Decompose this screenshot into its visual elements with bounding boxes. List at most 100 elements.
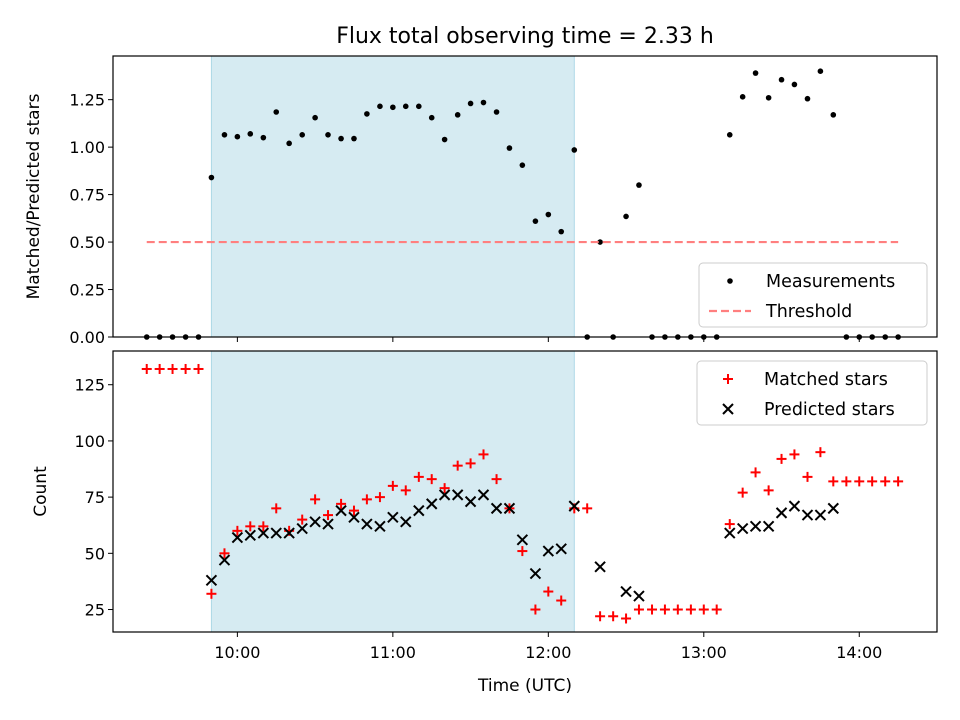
y-tick-label: 1.00	[69, 138, 105, 157]
y-tick-label: 0.75	[69, 186, 105, 205]
predicted-star-marker	[724, 527, 736, 539]
measurement-point	[467, 100, 474, 107]
measurement-point	[364, 111, 370, 117]
predicted-star-marker	[231, 531, 244, 544]
matched-star-marker	[336, 498, 347, 509]
measurement-point	[247, 131, 254, 137]
plot-area	[143, 68, 901, 340]
measurement-point	[402, 103, 409, 110]
predicted-star-marker	[400, 516, 412, 528]
predicted-star-marker	[814, 509, 827, 521]
y-axis-label: Count	[31, 466, 51, 517]
measurement-point	[286, 140, 292, 147]
y-tick-label: 75	[85, 488, 105, 507]
axes-frame	[112, 55, 938, 338]
legend-marker-predicted	[722, 403, 734, 415]
measurement-point	[506, 145, 513, 151]
matched-star-marker	[426, 474, 437, 485]
legend: Matched stars Predicted stars	[696, 360, 928, 426]
matched-star-marker	[258, 521, 269, 532]
predicted-star-marker	[775, 507, 788, 519]
x-tick-label: 13:00	[681, 643, 727, 662]
matched-star-marker	[206, 588, 217, 599]
matched-star-marker	[841, 476, 852, 487]
predicted-star-marker	[348, 511, 360, 524]
legend-marker-measurements	[727, 278, 733, 284]
predicted-star-marker	[503, 502, 516, 515]
matched-star-marker	[413, 471, 424, 482]
predicted-star-marker	[387, 511, 399, 524]
predicted-star-marker	[374, 520, 386, 533]
matched-star-marker	[595, 611, 606, 622]
matched-star-marker	[647, 604, 658, 615]
matched-star-marker	[297, 514, 308, 525]
matched-star-marker	[556, 595, 567, 606]
bottom-panel-counts: 25 50 75 100 125 10:00 11:00 12:00 13:00 14:00 Cou…	[31, 350, 938, 696]
predicted-star-marker	[464, 495, 477, 508]
predicted-star-marker	[594, 561, 606, 573]
matched-star-marker	[348, 505, 359, 516]
matched-star-marker	[776, 453, 787, 464]
measurement-point	[416, 103, 422, 110]
measurement-point	[545, 211, 552, 218]
measurement-point	[325, 131, 331, 138]
matched-star-marker	[672, 604, 683, 615]
measurement-point	[480, 99, 487, 106]
matched-star-marker	[724, 519, 735, 530]
matched-star-marker	[867, 476, 878, 487]
predicted-star-marker	[542, 545, 555, 557]
legend-label: Measurements	[766, 272, 895, 292]
predicted-star-marker	[633, 590, 645, 602]
measurement-point	[273, 109, 280, 115]
matched-star-marker	[802, 471, 813, 482]
matched-star-marker	[491, 474, 502, 485]
matched-star-marker	[633, 604, 644, 615]
measurement-point	[597, 239, 603, 245]
measurement-point	[493, 109, 500, 115]
matched-star-marker	[180, 363, 191, 374]
y-tick-label: 25	[85, 601, 105, 620]
legend-marker-matched	[723, 374, 733, 384]
matched-star-marker	[517, 546, 528, 557]
predicted-star-marker	[568, 500, 580, 512]
measurement-point	[377, 103, 383, 110]
predicted-star-marker	[438, 489, 451, 501]
predicted-star-marker	[361, 518, 373, 530]
x-tick-label: 12:00	[525, 643, 571, 662]
matched-star-marker	[711, 604, 722, 615]
measurement-point	[312, 114, 318, 121]
matched-star-marker	[854, 476, 865, 487]
matched-star-marker	[193, 363, 204, 374]
matched-star-marker	[478, 449, 489, 460]
measurement-point	[428, 114, 435, 121]
measurement-point	[571, 147, 578, 153]
matched-star-marker	[543, 586, 554, 597]
matched-star-marker	[582, 503, 593, 514]
predicted-star-marker	[801, 509, 814, 521]
axes-frame	[112, 350, 938, 633]
matched-star-marker	[361, 494, 372, 505]
y-tick-label: 50	[85, 544, 105, 563]
matched-star-marker	[621, 613, 632, 624]
matched-star-marker	[245, 521, 256, 532]
predicted-star-marker	[309, 516, 321, 528]
measurement-point	[260, 134, 267, 141]
predicted-star-marker	[827, 502, 840, 515]
observing-window-span	[210, 55, 575, 338]
matched-star-marker	[750, 467, 761, 478]
y-tick-label: 125	[74, 376, 105, 395]
measurement-point	[519, 162, 526, 168]
predicted-star-marker	[335, 504, 347, 517]
matched-star-marker	[167, 363, 178, 374]
legend: Measurements Threshold	[698, 262, 928, 328]
predicted-star-marker	[529, 567, 542, 580]
y-tick-label: 100	[74, 432, 105, 451]
predicted-star-marker	[244, 529, 256, 542]
matched-star-marker	[154, 363, 165, 374]
legend-box	[696, 360, 928, 426]
legend-label: Predicted stars	[764, 400, 895, 420]
figure-title: Flux total observing time = 2.33 h	[336, 24, 714, 49]
observing-window-span	[210, 350, 575, 633]
x-tick-label: 14:00	[836, 643, 882, 662]
